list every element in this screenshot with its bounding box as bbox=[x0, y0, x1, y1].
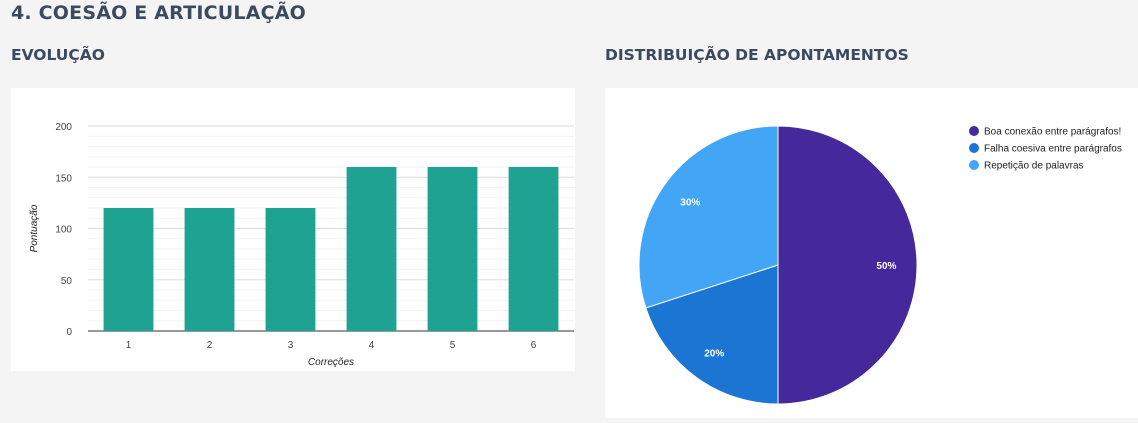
slice-value-label: 30% bbox=[680, 197, 700, 208]
evolution-bar-chart: 0 50 100 150 200 1 2 3 4 5 6 Correções Pontuação bbox=[29, 122, 574, 368]
legend-marker bbox=[969, 126, 979, 136]
evolution-chart-panel: 0 50 100 150 200 1 2 3 4 5 6 Correções Pontuação bbox=[11, 88, 575, 371]
evolution-title: EVOLUÇÃO bbox=[11, 46, 105, 64]
bar bbox=[103, 208, 154, 331]
y-tick-label: 150 bbox=[55, 173, 72, 184]
x-tick-label: 2 bbox=[207, 340, 213, 351]
legend-marker bbox=[969, 143, 979, 153]
pie-slice bbox=[638, 125, 779, 309]
bar bbox=[265, 208, 316, 331]
y-tick-label: 100 bbox=[55, 225, 72, 236]
legend-label: Boa conexão entre parágrafos! bbox=[984, 127, 1121, 138]
legend-label: Repetição de palavras bbox=[984, 161, 1084, 172]
x-tick-label: 3 bbox=[288, 340, 294, 351]
pie-slice bbox=[777, 125, 918, 405]
bar bbox=[184, 208, 235, 331]
slice-value-label: 50% bbox=[876, 261, 896, 272]
legend-marker bbox=[969, 160, 979, 170]
x-tick-label: 4 bbox=[369, 340, 375, 351]
y-tick-label: 200 bbox=[55, 122, 72, 133]
section-title: 4. COESÃO E ARTICULAÇÃO bbox=[11, 2, 306, 24]
bar bbox=[508, 167, 559, 331]
bar bbox=[346, 167, 397, 331]
y-axis-label: Pontuação bbox=[29, 204, 40, 252]
legend-label: Falha coesiva entre parágrafos bbox=[984, 144, 1122, 155]
distribution-chart-panel: 50% 20% 30% Boa conexão entre parágrafos! Fa… bbox=[605, 88, 1138, 418]
x-tick-label: 1 bbox=[126, 340, 132, 351]
slice-value-label: 20% bbox=[704, 349, 724, 360]
distribution-pie-chart: 50% 20% 30% Boa conexão entre parágrafos! Fa… bbox=[638, 125, 1122, 405]
x-axis-label: Correções bbox=[308, 357, 354, 368]
x-tick-label: 6 bbox=[531, 340, 537, 351]
pie-slice bbox=[645, 264, 779, 405]
x-tick-label: 5 bbox=[450, 340, 456, 351]
bar bbox=[427, 167, 478, 331]
y-tick-label: 0 bbox=[66, 327, 72, 338]
distribution-title: DISTRIBUIÇÃO DE APONTAMENTOS bbox=[605, 46, 909, 64]
y-tick-label: 50 bbox=[61, 276, 73, 287]
